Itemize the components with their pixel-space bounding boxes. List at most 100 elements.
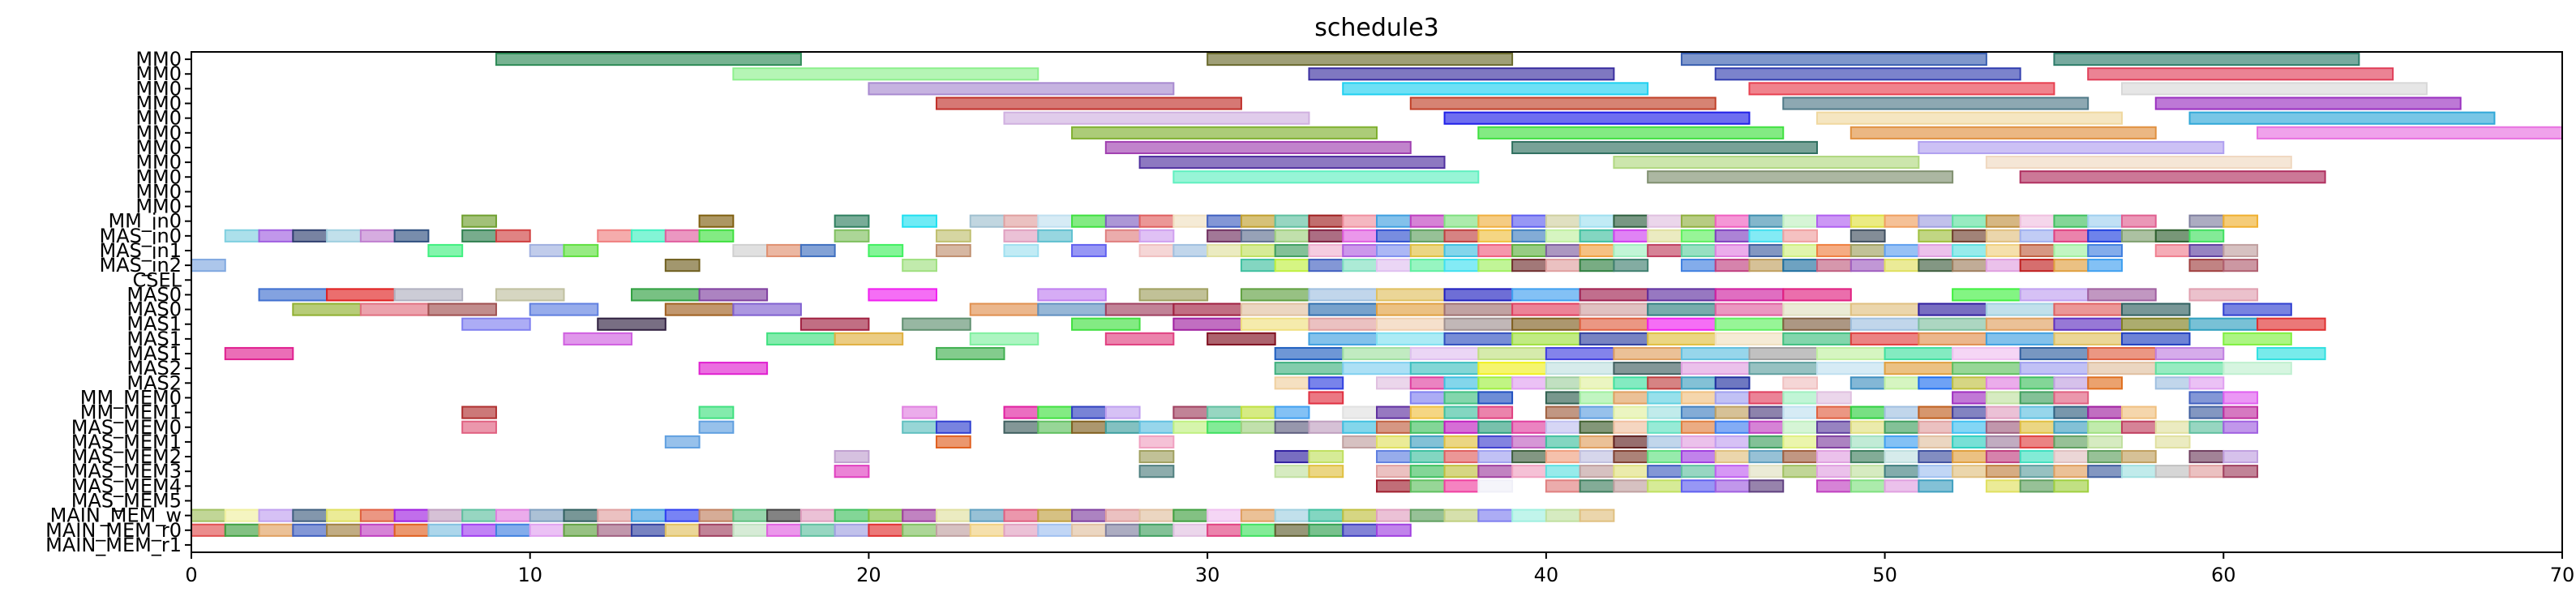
task-bar [1849,302,1920,316]
task-bar [766,243,802,258]
task-bar [732,67,1039,81]
task-bar [1477,420,1514,434]
task-bar [1138,156,1446,169]
task-bar [2188,449,2225,464]
task-bar [1477,435,1514,448]
task-bar [1308,214,1344,228]
task-bar [1003,523,1039,537]
task-bar [1714,317,1785,331]
task-bar [1579,376,1615,390]
task-bar [1207,523,1242,537]
task-bar [868,82,1175,96]
task-bar [1748,465,1785,478]
task-bar [1647,288,1717,302]
task-bar [1884,449,1920,464]
task-bar [2188,420,2225,434]
y-tick-label: MAS_in0 [99,225,182,247]
task-bar [2053,259,2090,272]
task-bar [1240,302,1310,316]
task-bar [1037,523,1074,537]
task-bar [1308,317,1378,331]
task-bar [1477,346,1547,361]
task-bar [766,332,836,345]
task-bar [1240,259,1276,272]
y-tick-label: MAS1 [126,342,182,365]
task-bar [1816,420,1852,434]
task-bar [1680,465,1717,478]
task-bar [1849,259,1886,272]
task-bar [1342,82,1649,96]
task-bar [1104,229,1141,242]
x-tick-label: 70 [2550,564,2575,586]
task-bar [1680,346,1751,361]
task-bar [1714,332,1785,345]
task-bar [1782,97,2090,110]
task-bar [359,302,430,316]
task-bar [1342,229,1378,242]
task-bar [1003,243,1039,258]
task-bar [799,317,870,331]
task-bar [1443,508,1480,522]
task-bar [1714,449,1751,464]
task-bar [2087,288,2157,302]
task-bar [1376,376,1412,390]
task-bar [1138,523,1175,537]
task-bar [1207,229,1242,242]
task-bar [326,508,362,522]
task-bar [1376,420,1412,434]
task-bar [563,523,599,537]
task-bar [1816,214,1852,228]
task-bar [1782,435,1819,448]
task-bar [495,52,802,67]
task-bar [732,523,769,537]
task-bar [2053,332,2123,345]
task-bar [1918,229,1954,242]
task-bar [631,508,667,522]
task-bar [1308,243,1344,258]
task-bar [1918,465,1954,478]
task-bar [1477,259,1514,272]
task-bar [1477,465,1514,478]
y-tick-label: MM_in0 [108,210,182,233]
task-bar [935,435,971,448]
task-bar [2154,420,2191,434]
task-bar [359,508,396,522]
task-bar [2053,243,2090,258]
task-bar [1714,420,1751,434]
task-bar [1714,435,1751,448]
task-bar [461,420,497,434]
task-bar [1884,243,1920,258]
task-bar [1342,214,1378,228]
task-bar [1172,317,1242,331]
y-tick-label: MAIN_MEM_w [50,504,182,527]
task-bar [1918,376,1954,390]
task-bar [1918,449,1954,464]
task-bar [2154,97,2462,110]
task-bar [1545,362,1615,375]
task-bar [1680,243,1717,258]
task-bar [1545,435,1581,448]
task-bar [1918,420,1954,434]
task-bar [1952,259,1987,272]
y-tick-label: MM0 [135,151,182,174]
task-bar [1579,449,1615,464]
task-bar [1240,229,1276,242]
task-bar [2120,405,2157,419]
task-bar [427,302,497,316]
task-bar [1849,332,1920,345]
task-bar [1443,332,1514,345]
task-bar [2019,435,2055,448]
task-bar [1748,391,1785,405]
task-bar [1071,508,1107,522]
task-bar [1613,435,1649,448]
task-bar [868,243,904,258]
task-bar [529,508,565,522]
task-bar [1782,376,1819,390]
task-bar [1952,243,1987,258]
task-bar [1207,52,1514,67]
task-bar [1714,229,1751,242]
task-bar [2053,214,2090,228]
task-bar [2053,420,2090,434]
task-bar [1952,229,1987,242]
